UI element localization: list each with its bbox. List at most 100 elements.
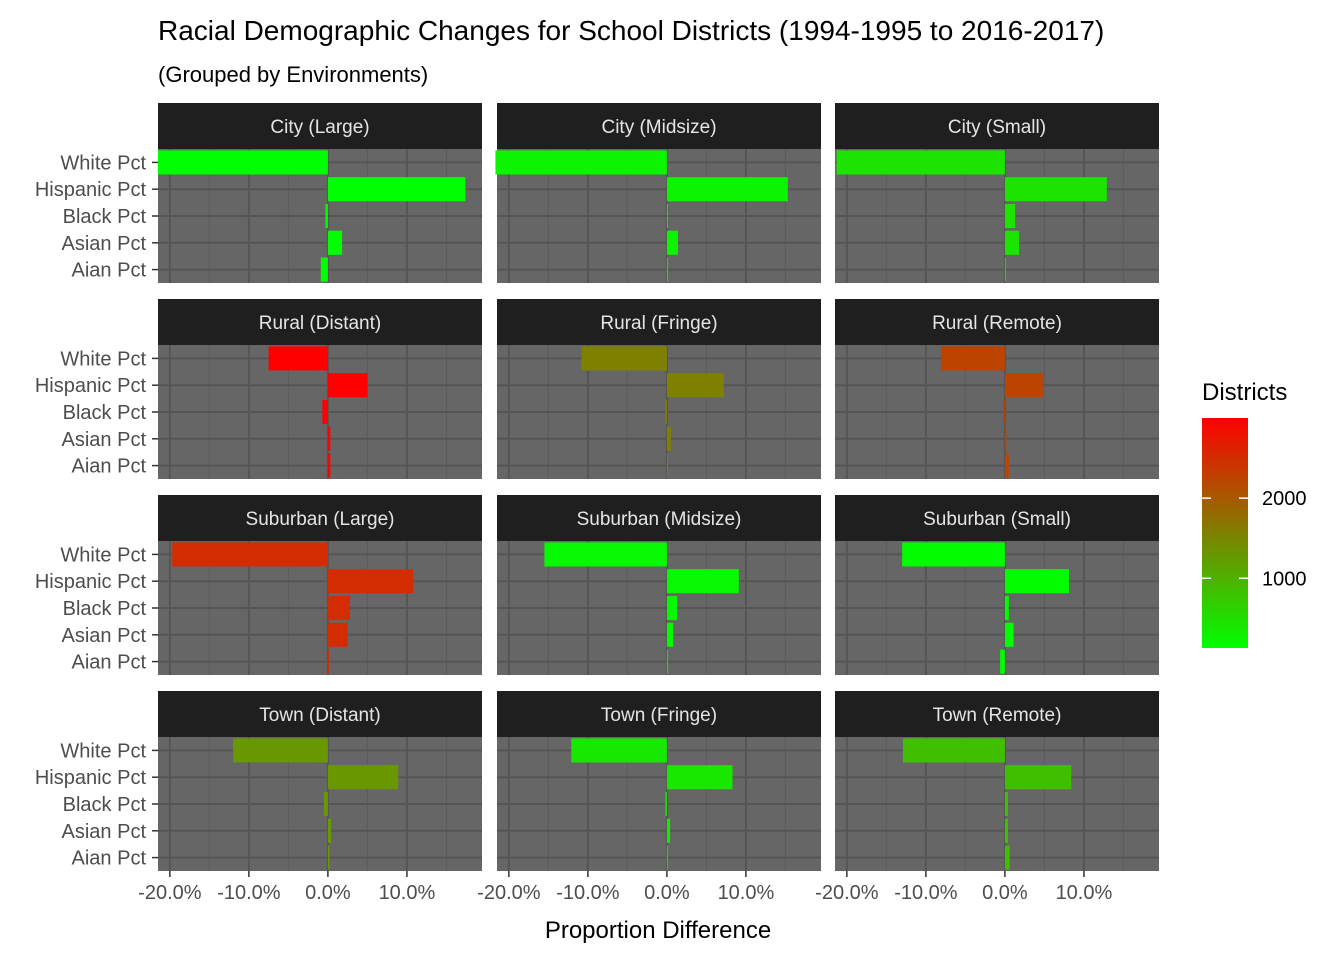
y-tick-label: Black Pct (63, 794, 147, 816)
legend-ticks: 1000 2000 (1202, 488, 1307, 590)
bar-aian-pct (1004, 845, 1010, 870)
facet-strip (835, 299, 1159, 345)
bar-aian-pct (327, 649, 329, 674)
facet-town-distant: Town (Distant) White Pct Hispanic Pct Black… (35, 691, 482, 871)
facet-title: Town (Distant) (259, 705, 380, 726)
x-tick-label: -10.0% (556, 882, 620, 904)
y-tick-label: White Pct (60, 152, 146, 174)
bar-black-pct (665, 791, 667, 817)
y-tick-label: White Pct (60, 348, 146, 370)
bar-hispanic-pct (327, 569, 414, 594)
bar-hispanic-pct (666, 177, 788, 202)
facet-strip (497, 299, 821, 345)
facet-strip (497, 103, 821, 149)
x-tick-label: 0.0% (982, 882, 1028, 904)
facet-title: Rural (Remote) (932, 313, 1062, 334)
legend-colorbar (1202, 418, 1248, 648)
y-tick-label: Aian Pct (72, 456, 147, 478)
x-tick-label: -20.0% (138, 882, 202, 904)
bar-black-pct (1004, 595, 1009, 621)
y-tick-label: Asian Pct (62, 625, 147, 647)
facet-grid: City (Large) White Pct Hispanic Pct Black P… (35, 103, 1159, 871)
chart-subtitle: (Grouped by Environments) (158, 62, 428, 87)
x-tick-label: 0.0% (644, 882, 690, 904)
bar-white-pct (902, 738, 1005, 763)
bar-aian-pct (1004, 453, 1009, 478)
bar-hispanic-pct (1004, 569, 1069, 594)
facet-strip (835, 691, 1159, 737)
legend-tick-label: 2000 (1262, 488, 1307, 510)
bar-black-pct (1004, 791, 1009, 817)
facet-strip (158, 691, 482, 737)
bar-black-pct (327, 595, 351, 621)
x-axis-label: Proportion Difference (545, 917, 771, 944)
facet-title: City (Large) (270, 117, 369, 138)
bar-hispanic-pct (1004, 177, 1107, 202)
bar-asian-pct (1004, 818, 1009, 843)
x-tick-label: -20.0% (477, 882, 541, 904)
facet-strip (497, 495, 821, 541)
y-tick-label: White Pct (60, 544, 146, 566)
facet-suburban-small: Suburban (Small) (835, 495, 1159, 675)
x-tick-label: -10.0% (894, 882, 958, 904)
facet-strip (158, 495, 482, 541)
y-tick-label: Hispanic Pct (35, 767, 147, 789)
bar-hispanic-pct (1004, 373, 1043, 398)
bar-aian-pct (666, 845, 668, 870)
bar-hispanic-pct (666, 569, 739, 594)
bar-white-pct (902, 542, 1005, 567)
bar-aian-pct (327, 845, 330, 870)
x-tick-label: -20.0% (815, 882, 879, 904)
x-tick-label: 10.0% (379, 882, 436, 904)
bar-hispanic-pct (327, 373, 368, 398)
bar-white-pct (581, 346, 667, 371)
y-tick-label: Asian Pct (62, 233, 147, 255)
facet-title: Rural (Fringe) (600, 313, 717, 334)
facet-strip (158, 299, 482, 345)
bar-aian-pct (666, 453, 668, 478)
y-tick-label: Black Pct (63, 206, 147, 228)
bar-black-pct (325, 203, 328, 229)
facet-title: Suburban (Large) (246, 509, 395, 530)
bar-black-pct (665, 399, 667, 425)
facet-rural-remote: Rural (Remote) (835, 299, 1159, 479)
y-tick-label: Aian Pct (72, 652, 147, 674)
facet-suburban-large: Suburban (Large) White Pct Hispanic Pct Bla… (35, 495, 482, 675)
bar-aian-pct (1000, 649, 1005, 674)
bar-asian-pct (327, 622, 348, 647)
facet-strip (835, 495, 1159, 541)
facet-town-remote: Town (Remote) (835, 691, 1159, 871)
bar-asian-pct (666, 622, 674, 647)
bar-asian-pct (327, 818, 332, 843)
legend-tick-label: 1000 (1262, 568, 1307, 590)
bar-aian-pct (1004, 257, 1006, 282)
bar-white-pct (233, 738, 328, 763)
bar-hispanic-pct (666, 373, 724, 398)
facet-city-small: City (Small) (835, 103, 1159, 283)
facet-title: Town (Remote) (933, 705, 1062, 726)
x-tick-label: 10.0% (718, 882, 775, 904)
facet-strip (158, 103, 482, 149)
x-axes: -20.0% -10.0% 0.0% 10.0% -20.0% -10.0% 0.0% 10.… (138, 871, 1112, 904)
bar-hispanic-pct (1004, 765, 1072, 790)
y-tick-label: Hispanic Pct (35, 179, 147, 201)
facet-strip (835, 103, 1159, 149)
y-tick-label: Aian Pct (72, 848, 147, 870)
bar-white-pct (571, 738, 667, 763)
y-tick-label: White Pct (60, 740, 146, 762)
facet-title: Rural (Distant) (259, 313, 381, 334)
bar-asian-pct (327, 230, 343, 255)
bar-asian-pct (327, 426, 331, 451)
facet-strip (497, 691, 821, 737)
y-tick-label: Hispanic Pct (35, 375, 147, 397)
bar-white-pct (544, 542, 667, 567)
bar-white-pct (495, 150, 667, 175)
bar-white-pct (836, 150, 1005, 175)
bar-asian-pct (666, 230, 678, 255)
bar-black-pct (666, 203, 668, 229)
bar-hispanic-pct (327, 177, 466, 202)
bar-asian-pct (666, 426, 671, 451)
x-tick-label: 0.0% (305, 882, 351, 904)
facet-title: Suburban (Midsize) (577, 509, 742, 530)
